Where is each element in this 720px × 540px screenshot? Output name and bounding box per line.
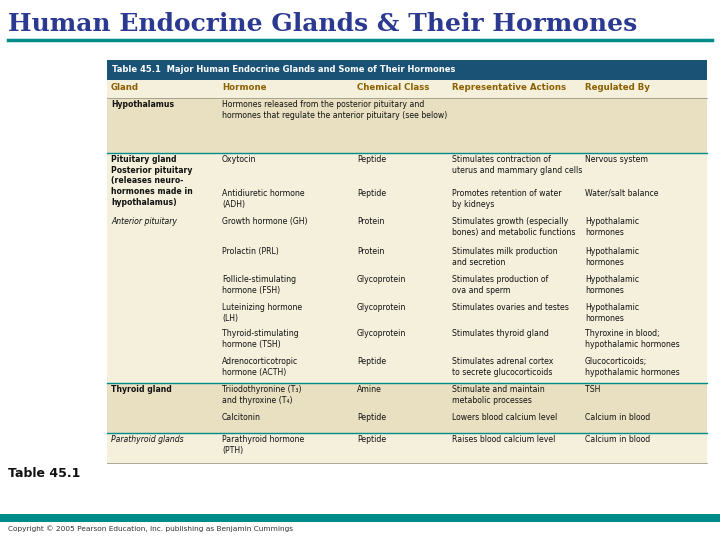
Bar — [107, 60, 707, 80]
Bar — [107, 98, 707, 153]
Text: Hypothalamus: Hypothalamus — [111, 100, 174, 109]
Text: Antidiuretic hormone
(ADH): Antidiuretic hormone (ADH) — [222, 189, 305, 209]
Bar — [107, 327, 707, 355]
Text: Adrenocorticotropic
hormone (ACTH): Adrenocorticotropic hormone (ACTH) — [222, 357, 298, 377]
Bar — [107, 245, 707, 273]
Bar — [107, 153, 707, 187]
Text: Chemical Class: Chemical Class — [357, 83, 429, 92]
Text: Representative Actions: Representative Actions — [452, 83, 566, 92]
Text: Amine: Amine — [357, 385, 382, 394]
Text: Luteinizing hormone
(LH): Luteinizing hormone (LH) — [222, 303, 302, 323]
Text: Peptide: Peptide — [357, 189, 386, 198]
Text: Gland: Gland — [111, 83, 139, 92]
Text: Hypothalamic
hormones: Hypothalamic hormones — [585, 247, 639, 267]
Text: Calcium in blood: Calcium in blood — [585, 413, 650, 422]
Text: Regulated By: Regulated By — [585, 83, 650, 92]
Text: Table 45.1  Major Human Endocrine Glands and Some of Their Hormones: Table 45.1 Major Human Endocrine Glands … — [112, 65, 455, 75]
Text: Thyroid gland: Thyroid gland — [111, 385, 172, 394]
Text: Stimulates thyroid gland: Stimulates thyroid gland — [452, 329, 549, 338]
Text: Raises blood calcium level: Raises blood calcium level — [452, 435, 555, 444]
Text: Hypothalamic
hormones: Hypothalamic hormones — [585, 303, 639, 323]
Text: Hormones released from the posterior pituitary and
hormones that regulate the an: Hormones released from the posterior pit… — [222, 100, 447, 120]
Text: Thyroid-stimulating
hormone (TSH): Thyroid-stimulating hormone (TSH) — [222, 329, 299, 349]
Text: Parathyroid glands: Parathyroid glands — [111, 435, 184, 444]
Bar — [0, 514, 720, 522]
Bar — [107, 411, 707, 433]
Bar — [107, 215, 707, 245]
Text: Stimulates milk production
and secretion: Stimulates milk production and secretion — [452, 247, 557, 267]
Text: Glycoprotein: Glycoprotein — [357, 329, 406, 338]
Text: Water/salt balance: Water/salt balance — [585, 189, 659, 198]
Text: Calcium in blood: Calcium in blood — [585, 435, 650, 444]
Text: TSH: TSH — [585, 385, 600, 394]
Text: Glycoprotein: Glycoprotein — [357, 303, 406, 312]
Bar — [107, 187, 707, 215]
Text: Stimulates contraction of
uterus and mammary gland cells: Stimulates contraction of uterus and mam… — [452, 155, 582, 175]
Text: Copyright © 2005 Pearson Education, Inc. publishing as Benjamin Cummings: Copyright © 2005 Pearson Education, Inc.… — [8, 525, 293, 532]
Text: Thyroxine in blood;
hypothalamic hormones: Thyroxine in blood; hypothalamic hormone… — [585, 329, 680, 349]
Text: Follicle-stimulating
hormone (FSH): Follicle-stimulating hormone (FSH) — [222, 275, 296, 295]
Text: Stimulates adrenal cortex
to secrete glucocorticoids: Stimulates adrenal cortex to secrete glu… — [452, 357, 554, 377]
Text: Lowers blood calcium level: Lowers blood calcium level — [452, 413, 557, 422]
Bar — [107, 80, 707, 98]
Text: Hypothalamic
hormones: Hypothalamic hormones — [585, 275, 639, 295]
Text: Peptide: Peptide — [357, 155, 386, 164]
Text: Stimulates growth (especially
bones) and metabolic functions: Stimulates growth (especially bones) and… — [452, 217, 575, 237]
Text: Stimulate and maintain
metabolic processes: Stimulate and maintain metabolic process… — [452, 385, 545, 405]
Text: Peptide: Peptide — [357, 357, 386, 366]
Text: Protein: Protein — [357, 217, 384, 226]
Text: Promotes retention of water
by kidneys: Promotes retention of water by kidneys — [452, 189, 562, 209]
Text: Calcitonin: Calcitonin — [222, 413, 261, 422]
Bar — [107, 301, 707, 327]
Text: Stimulates production of
ova and sperm: Stimulates production of ova and sperm — [452, 275, 548, 295]
Text: Peptide: Peptide — [357, 435, 386, 444]
Text: Anterior pituitary: Anterior pituitary — [111, 217, 177, 226]
Text: Hypothalamic
hormones: Hypothalamic hormones — [585, 217, 639, 237]
Text: Protein: Protein — [357, 247, 384, 256]
Bar — [107, 355, 707, 383]
Text: Growth hormone (GH): Growth hormone (GH) — [222, 217, 307, 226]
Bar — [107, 383, 707, 411]
Text: Triiodothyronine (T₃)
and thyroxine (T₄): Triiodothyronine (T₃) and thyroxine (T₄) — [222, 385, 302, 405]
Bar — [107, 60, 707, 463]
Text: Human Endocrine Glands & Their Hormones: Human Endocrine Glands & Their Hormones — [8, 12, 637, 36]
Text: Hormone: Hormone — [222, 83, 266, 92]
Bar — [107, 273, 707, 301]
Text: Peptide: Peptide — [357, 413, 386, 422]
Text: Glucocorticoids;
hypothalamic hormones: Glucocorticoids; hypothalamic hormones — [585, 357, 680, 377]
Text: Oxytocin: Oxytocin — [222, 155, 256, 164]
Text: Parathyroid hormone
(PTH): Parathyroid hormone (PTH) — [222, 435, 305, 455]
Text: Prolactin (PRL): Prolactin (PRL) — [222, 247, 279, 256]
Text: Nervous system: Nervous system — [585, 155, 648, 164]
Text: Glycoprotein: Glycoprotein — [357, 275, 406, 284]
Text: Pituitary gland
Posterior pituitary
(releases neuro-
hormones made in
hypothalam: Pituitary gland Posterior pituitary (rel… — [111, 155, 193, 207]
Text: Stimulates ovaries and testes: Stimulates ovaries and testes — [452, 303, 569, 312]
Text: Table 45.1: Table 45.1 — [8, 467, 81, 480]
Bar — [107, 433, 707, 463]
